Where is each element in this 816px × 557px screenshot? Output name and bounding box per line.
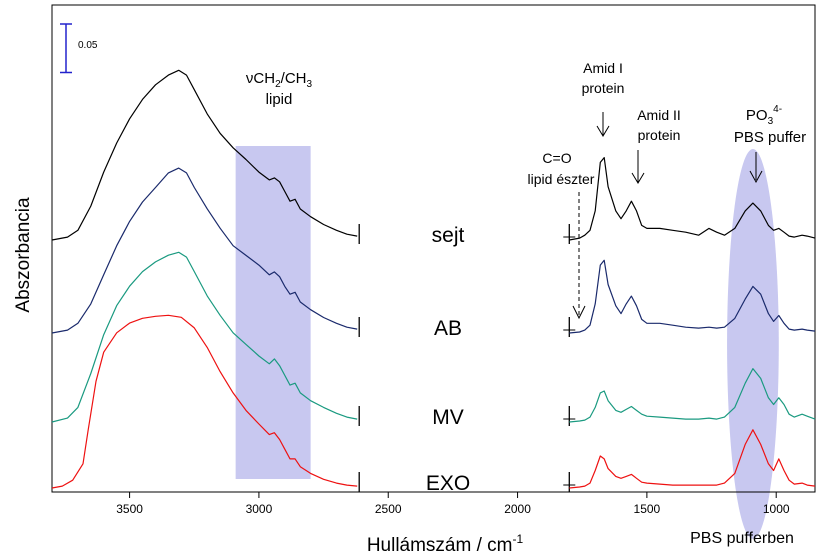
- amid2-arrowhead: [631, 172, 645, 184]
- scale-bar: 0.05: [60, 23, 98, 74]
- pbs-caption: PBS pufferben: [690, 530, 794, 547]
- annotation-amid2: Amid II protein: [631, 107, 681, 184]
- x-tick-label-1000: 1000: [763, 502, 790, 516]
- axis-break-markers: [358, 224, 576, 492]
- po-sub: 3: [768, 116, 774, 127]
- series-ab-left: [51, 167, 358, 334]
- series-mv-right: [569, 368, 816, 423]
- x-axis-ticks: 3500 3000 2500 2000 1500 1000: [116, 492, 790, 516]
- series-sejt-right: [569, 157, 816, 241]
- annotation-ch-lipid: νCH2/CH3 lipid: [246, 70, 313, 108]
- amid2-line1: Amid II: [637, 107, 681, 123]
- ch-sub1: 2: [275, 79, 281, 90]
- spectra-series: [51, 69, 816, 489]
- po4-ellipse: [727, 149, 779, 539]
- svg-text:PO34-: PO34-: [746, 104, 782, 127]
- series-label-ab: AB: [434, 317, 462, 340]
- x-tick-label-3000: 3000: [246, 502, 273, 516]
- series-ab-right: [569, 259, 816, 334]
- po-sup: 4-: [773, 104, 782, 115]
- x-tick-label-2000: 2000: [504, 502, 531, 516]
- ch-line1: νCH: [246, 70, 275, 87]
- highlight-regions: [235, 146, 779, 539]
- x-axis-label: Hullámszám / cm-1: [367, 532, 524, 556]
- x-tick-label-1500: 1500: [634, 502, 661, 516]
- y-axis-label: Abszorbancia: [13, 197, 34, 313]
- co-arrowhead: [572, 305, 586, 320]
- co-line2: lipid észter: [528, 171, 595, 187]
- x-tick-label-3500: 3500: [116, 502, 143, 516]
- svg-text:νCH2/CH3: νCH2/CH3: [246, 70, 313, 90]
- po-line1: PO: [746, 107, 768, 124]
- po-line2: PBS puffer: [734, 129, 806, 146]
- x-axis-label-main: Hullámszám / cm: [367, 535, 513, 556]
- ch-sub2: 3: [307, 79, 313, 90]
- series-label-exo: EXO: [426, 472, 470, 495]
- series-exo-left: [51, 314, 358, 489]
- amid1-line2: protein: [582, 80, 625, 96]
- plot-frame: [51, 4, 816, 493]
- x-tick-label-2500: 2500: [375, 502, 402, 516]
- annotation-amid1: Amid I protein: [582, 60, 625, 137]
- series-label-mv: MV: [432, 406, 464, 429]
- ch-stretch-band: [235, 146, 311, 479]
- annotation-po4: PO34- PBS puffer: [734, 104, 806, 184]
- po-arrowhead: [749, 170, 763, 184]
- series-sejt-left: [51, 69, 358, 241]
- series-exo-right: [569, 429, 816, 489]
- amid1-line1: Amid I: [583, 60, 623, 76]
- series-label-sejt: sejt: [432, 224, 465, 247]
- series-labels: sejt AB MV EXO: [426, 224, 470, 495]
- x-axis-label-sup: -1: [513, 532, 524, 546]
- amid1-arrowhead: [596, 125, 610, 137]
- scale-bar-label: 0.05: [78, 40, 98, 51]
- co-line1: C=O: [542, 150, 571, 166]
- amid2-line2: protein: [638, 127, 681, 143]
- ch-mid: /CH: [281, 70, 307, 87]
- series-mv-left: [51, 251, 358, 423]
- annotation-co-ester: C=O lipid észter: [528, 150, 595, 320]
- ch-line2: lipid: [266, 91, 293, 108]
